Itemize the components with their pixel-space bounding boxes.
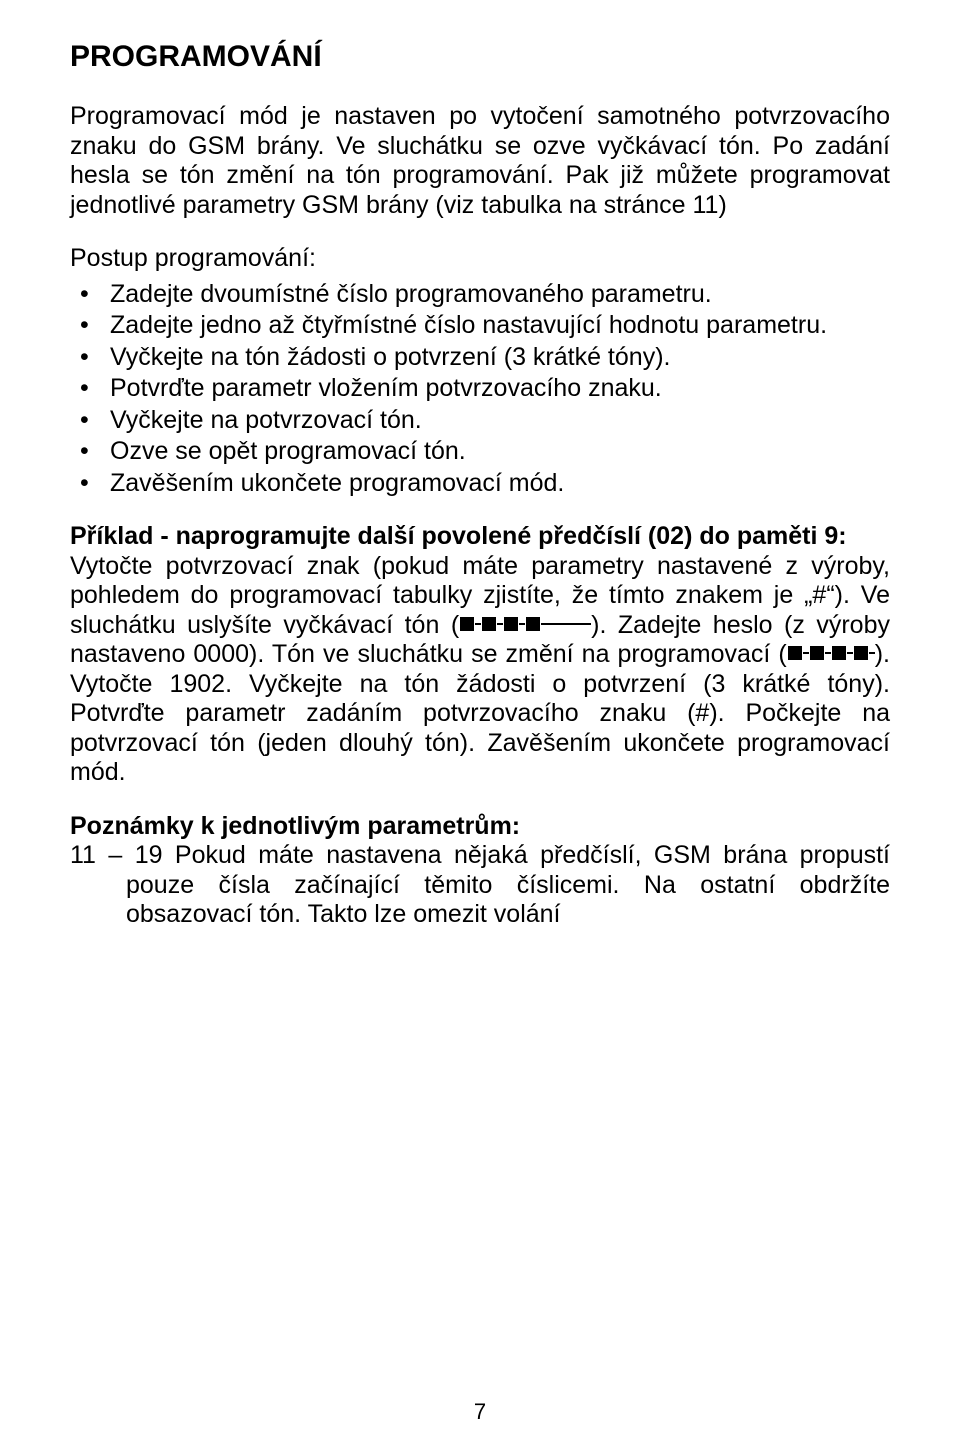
list-item: Vyčkejte na potvrzovací tón. (70, 406, 890, 436)
note-item: 11 – 19 Pokud máte nastavena nějaká před… (70, 841, 890, 930)
intro-paragraph: Programovací mód je nastaven po vytočení… (70, 102, 890, 220)
tone-pattern-wait (459, 611, 591, 639)
notes-block: Poznámky k jednotlivým parametrům: 11 – … (70, 812, 890, 930)
page-title: PROGRAMOVÁNÍ (70, 40, 890, 74)
steps-list: Zadejte dvoumístné číslo programovaného … (70, 280, 890, 499)
list-item: Zadejte jedno až čtyřmístné číslo nastav… (70, 311, 890, 341)
notes-title: Poznámky k jednotlivým parametrům: (70, 812, 520, 840)
list-item: Zadejte dvoumístné číslo programovaného … (70, 280, 890, 310)
list-item: Ozve se opět programovací tón. (70, 437, 890, 467)
page-number: 7 (0, 1399, 960, 1425)
list-item: Zavěšením ukončete programovací mód. (70, 469, 890, 499)
steps-heading: Postup programování: (70, 244, 890, 274)
list-item: Vyčkejte na tón žádosti o potvrzení (3 k… (70, 343, 890, 373)
document-page: PROGRAMOVÁNÍ Programovací mód je nastave… (0, 0, 960, 1437)
list-item: Potvrďte parametr vložením potvrzovacího… (70, 374, 890, 404)
tone-pattern-program (787, 640, 875, 668)
example-title: Příklad - naprogramujte další povolené p… (70, 522, 847, 550)
example-block: Příklad - naprogramujte další povolené p… (70, 522, 890, 788)
